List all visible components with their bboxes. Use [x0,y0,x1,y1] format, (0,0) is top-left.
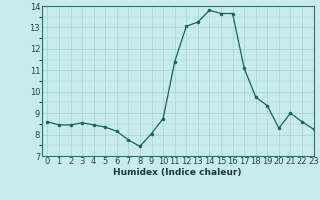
X-axis label: Humidex (Indice chaleur): Humidex (Indice chaleur) [113,168,242,177]
